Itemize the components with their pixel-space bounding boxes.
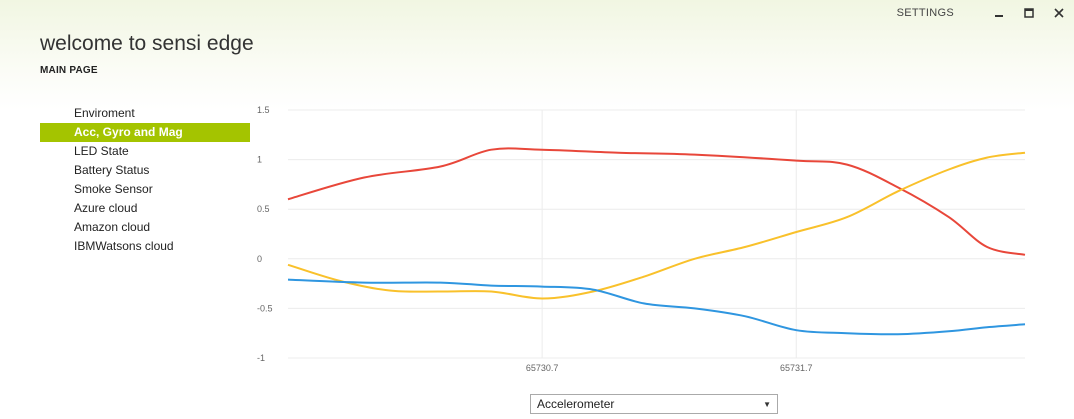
close-icon [1054, 8, 1064, 18]
y-tick-label: 1 [257, 155, 262, 165]
chevron-down-icon: ▼ [763, 399, 771, 409]
sidebar-nav: Enviroment Acc, Gyro and Mag LED State B… [40, 104, 250, 256]
maximize-icon [1024, 8, 1034, 18]
y-tick-label: 0.5 [257, 204, 270, 214]
sidebar-item-smoke-sensor[interactable]: Smoke Sensor [74, 182, 153, 196]
sidebar-item-amazon-cloud[interactable]: Amazon cloud [74, 220, 151, 234]
accelerometer-chart: 1.5 1 0.5 0 -0.5 -1 65730.7 65731.7 [257, 105, 1026, 373]
sidebar-item-acc-gyro-mag[interactable]: Acc, Gyro and Mag [40, 123, 250, 142]
minimize-icon [995, 15, 1003, 17]
y-tick-label: 0 [257, 254, 262, 264]
series-line-2 [287, 278, 1026, 336]
close-button[interactable] [1044, 0, 1074, 26]
minimize-button[interactable] [984, 0, 1014, 26]
y-tick-label: -1 [257, 353, 265, 363]
page-title: welcome to sensi edge [40, 32, 254, 55]
series-line-0 [287, 147, 1026, 256]
page-subtitle: MAIN PAGE [40, 65, 98, 76]
sensor-select[interactable]: Accelerometer ▼ [530, 394, 778, 414]
sidebar-item-enviroment[interactable]: Enviroment [74, 106, 135, 120]
titlebar: SETTINGS [897, 0, 1074, 26]
sidebar-item-ibmwatsons-cloud[interactable]: IBMWatsons cloud [74, 239, 174, 253]
x-tick-label: 65731.7 [780, 363, 813, 373]
maximize-button[interactable] [1014, 0, 1044, 26]
y-tick-label: 1.5 [257, 105, 270, 115]
x-tick-label: 65730.7 [526, 363, 559, 373]
sensor-select-value: Accelerometer [537, 397, 615, 411]
sidebar-item-battery-status[interactable]: Battery Status [74, 163, 150, 177]
sidebar-item-azure-cloud[interactable]: Azure cloud [74, 201, 138, 215]
y-tick-label: -0.5 [257, 303, 273, 313]
series-line-1 [287, 151, 1026, 300]
settings-link[interactable]: SETTINGS [896, 7, 954, 19]
sidebar-item-led-state[interactable]: LED State [74, 144, 129, 158]
